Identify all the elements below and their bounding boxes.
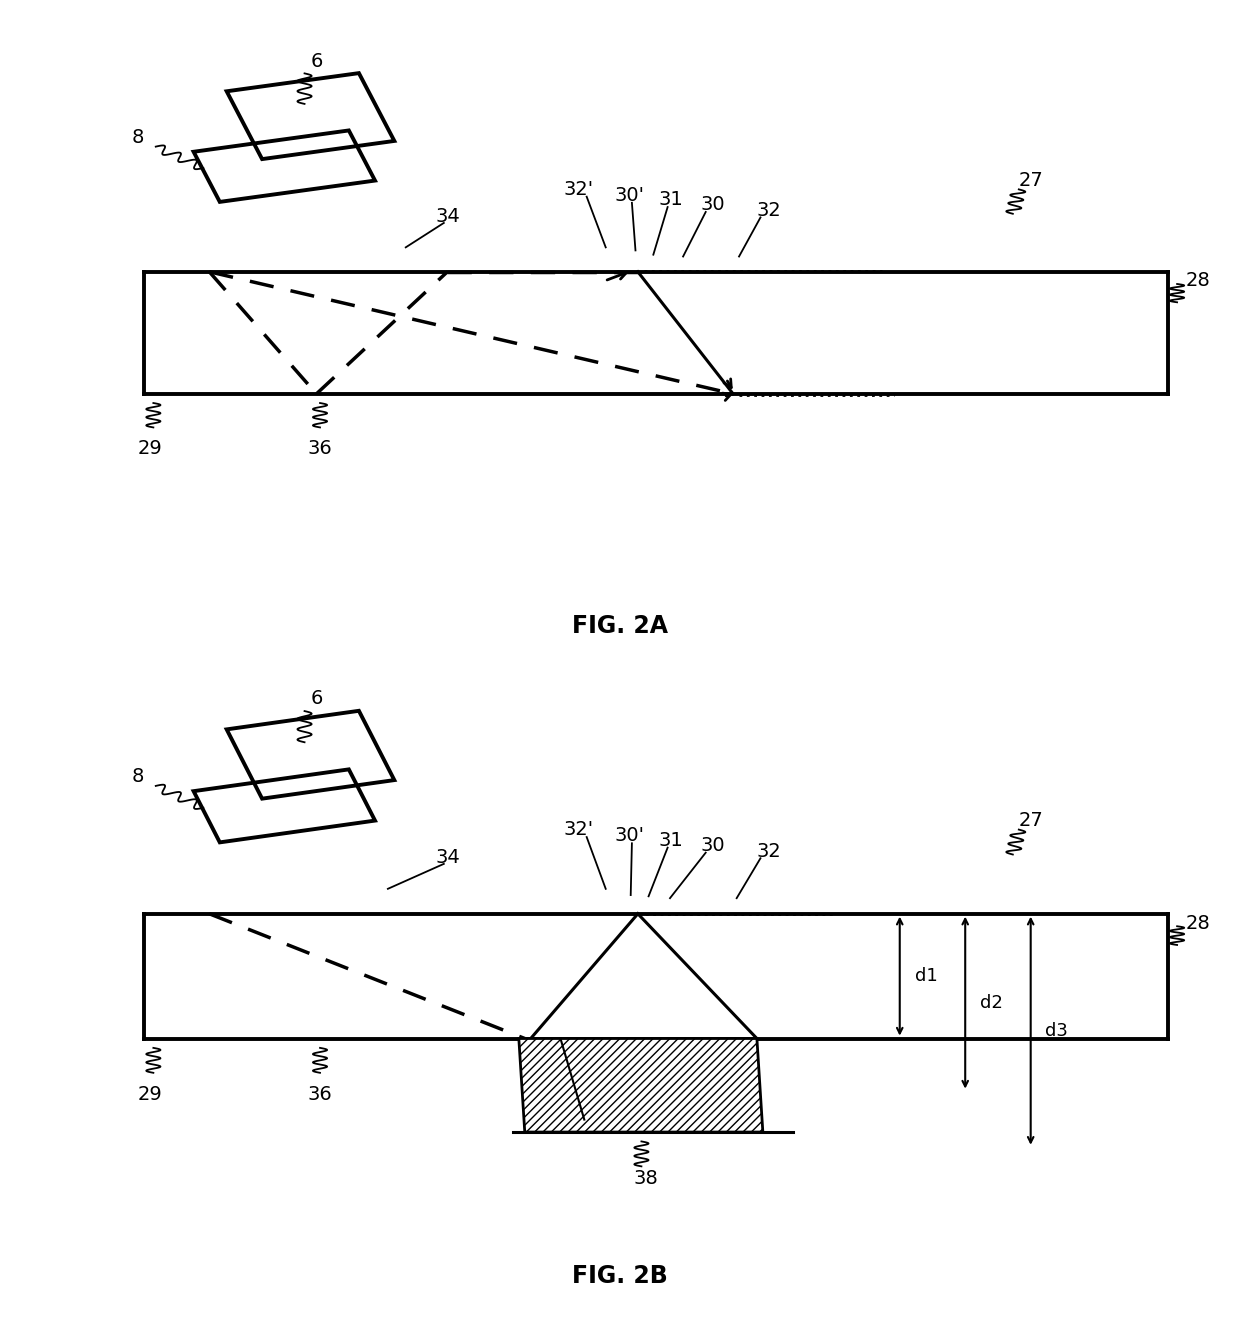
Text: 31: 31: [658, 190, 683, 210]
Text: 28: 28: [1185, 272, 1210, 291]
Text: 32': 32': [563, 180, 594, 199]
Polygon shape: [227, 711, 394, 799]
Text: 32': 32': [563, 820, 594, 839]
Text: 6: 6: [310, 689, 322, 709]
Text: 29: 29: [138, 439, 162, 458]
Text: 30': 30': [615, 186, 645, 204]
Text: 32: 32: [756, 202, 781, 220]
Polygon shape: [193, 770, 374, 843]
Text: 31: 31: [658, 831, 683, 849]
Text: FIG. 2B: FIG. 2B: [572, 1263, 668, 1287]
Text: d1: d1: [915, 967, 937, 985]
Polygon shape: [227, 73, 394, 159]
Text: 32: 32: [756, 841, 781, 861]
Text: 34: 34: [435, 848, 460, 867]
Text: 8: 8: [131, 127, 144, 147]
Text: d3: d3: [1045, 1022, 1068, 1040]
Text: 29: 29: [138, 1085, 162, 1104]
Text: 38: 38: [634, 1169, 658, 1189]
Text: d2: d2: [980, 994, 1002, 1011]
Text: 34: 34: [435, 207, 460, 227]
Text: 30: 30: [701, 836, 725, 855]
Text: 36: 36: [308, 439, 332, 458]
Text: 27: 27: [1018, 171, 1043, 190]
Text: FIG. 2A: FIG. 2A: [572, 614, 668, 638]
Text: 6: 6: [310, 52, 322, 70]
Text: 28: 28: [1185, 913, 1210, 933]
Text: 30': 30': [615, 827, 645, 845]
Text: 27: 27: [1018, 811, 1043, 829]
Text: 30: 30: [701, 195, 725, 214]
Polygon shape: [193, 130, 374, 202]
Polygon shape: [518, 1039, 763, 1132]
Text: 8: 8: [131, 767, 144, 786]
Text: 36: 36: [308, 1085, 332, 1104]
